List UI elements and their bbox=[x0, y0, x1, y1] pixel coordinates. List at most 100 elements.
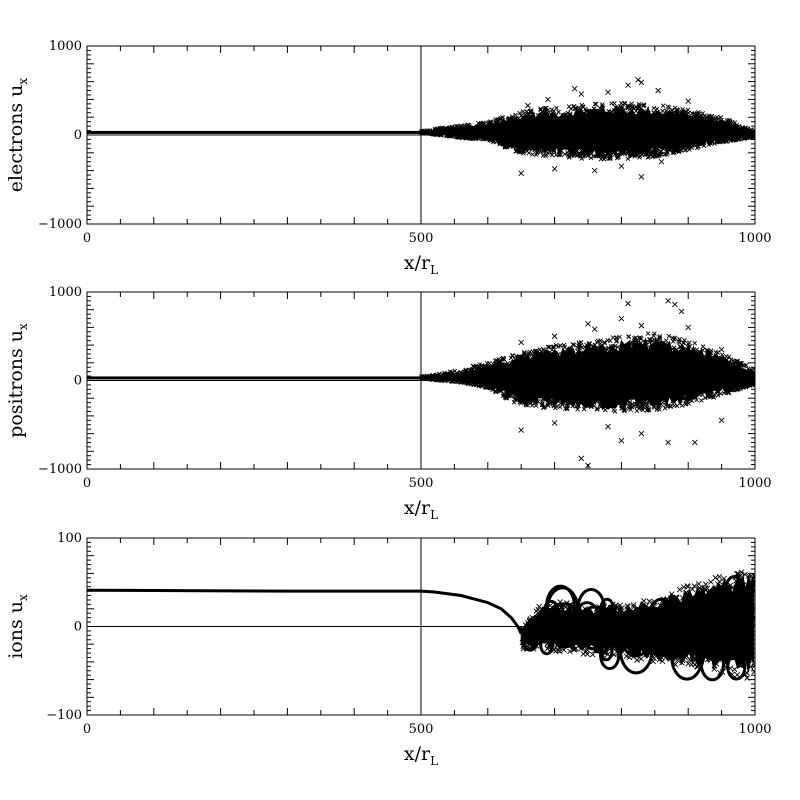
outlier-point bbox=[718, 346, 725, 353]
scatter-point bbox=[617, 334, 622, 340]
scatter-point bbox=[614, 338, 620, 343]
outlier-point bbox=[591, 326, 598, 332]
scatter-point bbox=[621, 407, 627, 412]
scatter-point bbox=[699, 140, 705, 146]
scatter-point bbox=[630, 149, 635, 155]
scatter-point bbox=[520, 109, 526, 114]
scatter-point bbox=[575, 407, 580, 412]
scatter-point bbox=[608, 344, 614, 349]
scatter-point bbox=[421, 129, 427, 135]
scatter-point bbox=[702, 587, 709, 594]
scatter-point bbox=[466, 124, 472, 130]
scatter-point bbox=[641, 598, 647, 604]
scatter-point bbox=[434, 126, 440, 132]
scatter-point bbox=[578, 645, 584, 652]
scatter-point bbox=[537, 147, 543, 152]
scatter-point bbox=[556, 344, 561, 349]
scatter-point bbox=[695, 581, 702, 587]
scatter-point bbox=[427, 374, 433, 380]
scatter-point bbox=[500, 356, 505, 362]
scatter-point bbox=[430, 372, 436, 378]
scatter-point bbox=[504, 144, 509, 150]
outlier-point bbox=[655, 87, 661, 94]
scatter-point bbox=[640, 103, 646, 109]
scatter-point bbox=[527, 616, 534, 622]
outlier-point bbox=[638, 174, 645, 180]
outlier-point bbox=[665, 298, 671, 304]
scatter-point bbox=[609, 402, 615, 408]
ion-gyration-loop bbox=[523, 625, 539, 646]
scatter-point bbox=[567, 112, 573, 118]
scatter-point bbox=[608, 156, 613, 161]
scatter-point bbox=[575, 345, 580, 350]
scatter-point bbox=[594, 399, 600, 404]
scatter-point bbox=[523, 401, 529, 407]
scatter-point bbox=[618, 104, 623, 109]
scatter-point bbox=[693, 111, 698, 117]
scatter-point bbox=[690, 351, 695, 357]
scatter-point bbox=[631, 344, 636, 349]
ion-gyration-loop bbox=[670, 634, 704, 681]
scatter-point bbox=[619, 605, 625, 611]
scatter-point bbox=[680, 340, 686, 346]
scatter-point bbox=[751, 668, 755, 675]
x-tick-label: 0 bbox=[83, 722, 91, 737]
scatter-point bbox=[534, 150, 540, 156]
scatter-point bbox=[652, 331, 657, 336]
outlier-point bbox=[718, 417, 725, 424]
ion-deceleration-curve bbox=[87, 588, 523, 635]
scatter-point bbox=[458, 369, 464, 375]
scatter-point bbox=[500, 115, 505, 121]
scatter-point bbox=[522, 398, 528, 404]
scatter-point bbox=[694, 349, 700, 355]
scatter-point bbox=[568, 347, 573, 353]
scatter-point bbox=[538, 349, 544, 354]
scatter-point bbox=[629, 404, 635, 410]
scatter-point bbox=[514, 148, 519, 154]
scatter-point bbox=[742, 571, 748, 578]
scatter-point bbox=[543, 153, 548, 159]
scatter-point bbox=[553, 343, 559, 348]
scatter-point bbox=[620, 402, 625, 408]
scatter-point bbox=[621, 100, 627, 106]
scatter-point bbox=[600, 106, 606, 111]
scatter-point bbox=[699, 398, 704, 403]
scatter-point bbox=[657, 334, 663, 339]
scatter-point bbox=[711, 663, 718, 669]
scatter-point bbox=[667, 595, 674, 602]
outlier-point bbox=[551, 333, 558, 340]
scatter-point bbox=[714, 389, 720, 394]
ion-gyration-loop bbox=[599, 597, 615, 618]
y-tick-label: 0 bbox=[74, 128, 82, 143]
scatter-point bbox=[527, 114, 533, 120]
scatter-point bbox=[715, 139, 721, 145]
scatter-point bbox=[538, 107, 543, 113]
scatter-point bbox=[520, 395, 526, 401]
scatter-point bbox=[517, 110, 523, 116]
scatter-point bbox=[508, 355, 514, 361]
scatter-point bbox=[738, 361, 744, 367]
scatter-point bbox=[603, 648, 610, 655]
scatter-point bbox=[683, 589, 690, 596]
scatter-point bbox=[614, 400, 620, 406]
scatter-point bbox=[583, 108, 589, 113]
scatter-point bbox=[719, 587, 725, 594]
scatter-point bbox=[706, 142, 711, 147]
outlier-point bbox=[625, 300, 631, 307]
scatter-point bbox=[640, 399, 646, 405]
scatter-point bbox=[579, 102, 585, 108]
scatter-point bbox=[725, 390, 731, 395]
upstream-beam bbox=[87, 130, 421, 134]
scatter-point bbox=[718, 115, 724, 120]
ion-gyration-loop bbox=[548, 602, 582, 649]
scatter-point bbox=[689, 586, 696, 592]
scatter-point bbox=[668, 404, 674, 409]
scatter-point bbox=[588, 110, 593, 116]
scatter-point bbox=[549, 152, 555, 158]
scatter-point bbox=[578, 400, 583, 406]
scatter-point bbox=[738, 569, 745, 576]
scatter-point bbox=[447, 371, 453, 376]
x-axis-label: x/rL bbox=[404, 743, 438, 768]
scatter-point bbox=[610, 335, 616, 340]
